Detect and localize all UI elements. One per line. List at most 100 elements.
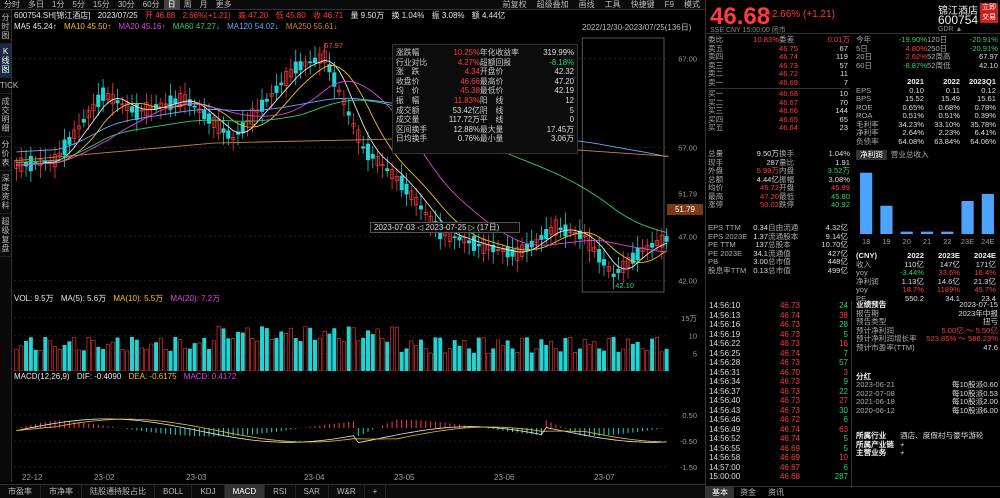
gdr-badge[interactable]: GDR ▲	[938, 26, 963, 33]
quote-tab-1[interactable]: 资金	[740, 488, 756, 497]
bid-row[interactable]: 买五 46.64 23	[708, 123, 850, 133]
sidebar-item-5[interactable]: 深度资料	[0, 171, 11, 214]
notice-value: 47.6	[983, 342, 998, 352]
indicator-tab-5[interactable]: MACD	[224, 485, 266, 498]
sidebar-item-6[interactable]: 超级复盘	[0, 214, 11, 257]
ma5-line	[16, 59, 667, 270]
volume-bar-6	[43, 337, 48, 371]
toolbar-button-2[interactable]: 画线	[578, 0, 595, 9]
interval-range-label[interactable]: 2023-07-03 ◁ 2023-07-25 ▷ (17日)	[370, 222, 520, 233]
indicator-tab-2[interactable]: 陆股通持股占比	[82, 485, 155, 498]
volume-chart[interactable]: 15万 10 5	[14, 305, 704, 371]
stat-row: 总量 9.50万 换手 1.04%	[708, 149, 850, 159]
tick-time: 14:56:34	[709, 377, 741, 386]
revenue-tab-0[interactable]: 净利润	[856, 150, 887, 160]
tick-price: 46.68	[779, 472, 800, 481]
indicator-tab-0[interactable]: 市盈率	[0, 485, 41, 498]
candle-119	[587, 227, 592, 263]
candle-74	[370, 145, 375, 169]
bid-label: 买四	[708, 114, 724, 124]
industry-key: 所属行业	[856, 431, 887, 440]
volume-bar-0	[14, 349, 19, 371]
revenue-tab-1[interactable]: 营业总收入	[890, 150, 929, 159]
indicator-tab-3[interactable]: BOLL	[155, 485, 193, 498]
industry-row[interactable]: 主营业务 +	[856, 448, 998, 458]
valuation-cell: 9.14亿	[825, 231, 848, 241]
tick-volume: 28	[839, 320, 848, 329]
volume-bar-89	[443, 352, 448, 371]
period-tab-6[interactable]: 60分	[142, 0, 160, 9]
indicator-tab-8[interactable]: W&R	[329, 485, 365, 498]
ohlc-info-line: 600754.SH[锦江酒店] 2023/07/25 开 46.68 2.66%…	[14, 11, 704, 21]
candlestick-chart[interactable]: 67.00 57.00 51.79 47.00 42.00 67.97 42.10	[14, 32, 704, 294]
bid-row[interactable]: 买四 46.65 65	[708, 114, 850, 125]
indicator-tab-4[interactable]: KDJ	[192, 485, 225, 498]
sidebar-item-4[interactable]: 分价表	[0, 137, 11, 171]
tick-time: 14:56:13	[709, 310, 741, 320]
bid-row[interactable]: 买二 46.67 70	[708, 98, 850, 108]
candle-body-64	[322, 50, 327, 64]
forecast-header-cell: (CNY)	[856, 251, 878, 260]
candle-body-129	[635, 247, 640, 261]
toolbar-button-0[interactable]: 前复权	[502, 0, 527, 9]
toolbar-button-4[interactable]: 快捷键	[630, 0, 655, 9]
date-axis-label-5: 23-06	[494, 473, 515, 482]
period-tab-0[interactable]: 分时	[4, 0, 20, 9]
period-tab-4[interactable]: 15分	[92, 0, 110, 9]
sidebar-item-2[interactable]: TICK	[0, 78, 18, 94]
ask-row[interactable]: 卖四 46.74 119	[708, 52, 850, 62]
volume-bar-111	[549, 340, 553, 371]
ask-row[interactable]: 卖一 46.69 7	[708, 78, 850, 88]
period-tab-8[interactable]: 周	[183, 0, 192, 9]
bid-row[interactable]: 买三 46.66 144	[708, 106, 850, 116]
valuation-cell: 1.37	[753, 231, 768, 241]
indicator-tab-1[interactable]: 市净率	[41, 485, 82, 498]
volume-bar-106	[524, 337, 529, 371]
candle-body-23	[125, 102, 130, 112]
valuation-cell: 总市值	[768, 265, 791, 275]
fin-row-cell: 负债率	[856, 136, 879, 146]
tick-volume: 7	[843, 348, 848, 358]
period-tab-10[interactable]: 更多	[215, 0, 232, 9]
sidebar-item-3[interactable]: 成交明细	[0, 94, 11, 137]
notice-row: 预计市盈率(TTM) 47.6	[856, 342, 998, 353]
period-tab-2[interactable]: 1分	[52, 0, 65, 9]
period-tab-5[interactable]: 30分	[117, 0, 135, 9]
candle-body-17	[96, 94, 101, 107]
ask-row[interactable]: 卖二 46.72 11	[708, 69, 850, 79]
bid-price: 46.64	[778, 123, 798, 132]
indicator-tab-7[interactable]: SAR	[296, 485, 329, 498]
candle-body-91	[452, 236, 457, 238]
period-tab-1[interactable]: 多日	[28, 0, 44, 9]
valuation-cell: 3.00	[753, 257, 768, 266]
quote-tab-0[interactable]: 基本	[706, 487, 734, 498]
toolbar-button-6[interactable]: 模式	[684, 0, 700, 9]
ask-row[interactable]: 卖三 46.73 57	[708, 61, 850, 71]
industry-row[interactable]: 所属行业 酒店、度假村与豪华游轮	[856, 431, 998, 441]
bid-row[interactable]: 买一 46.68 10	[708, 89, 850, 99]
sidebar-item-1[interactable]: K线图	[0, 44, 11, 78]
industry-row[interactable]: 所属产业链 +	[856, 440, 998, 450]
quote-tab-2[interactable]: 资讯	[768, 488, 784, 497]
tick-price: 46.73	[779, 386, 800, 396]
toolbar-button-3[interactable]: 工具	[604, 0, 621, 9]
period-tab-3[interactable]: 5分	[72, 0, 85, 9]
indicator-tab-6[interactable]: RSI	[265, 485, 296, 498]
candle-35	[182, 82, 188, 115]
ask-row[interactable]: 卖五 46.75 67	[708, 44, 850, 54]
macd-chart[interactable]: 0.50 -0.50 -1.50	[14, 385, 704, 471]
toolbar-button-5[interactable]: F9	[664, 0, 674, 9]
popup-cell: 12	[565, 95, 574, 105]
volume-bar-43	[221, 328, 226, 371]
valuation-cell: 自由流通	[768, 223, 799, 232]
sidebar-item-0[interactable]: 分时图	[0, 10, 11, 44]
toolbar-button-1[interactable]: 超级叠加	[536, 0, 569, 9]
indicator-tab-9[interactable]: +	[365, 485, 387, 498]
ma10-line	[16, 65, 667, 263]
popup-row: 日均换手 0.76% 最小量 3.06万	[396, 134, 574, 144]
period-tab-9[interactable]: 月	[199, 0, 208, 9]
volume-bar-18	[101, 349, 106, 371]
period-tab-7[interactable]: 日	[163, 0, 180, 10]
notice-key: 预告类型	[856, 317, 887, 326]
trade-button[interactable]: 立即交易	[980, 3, 998, 23]
